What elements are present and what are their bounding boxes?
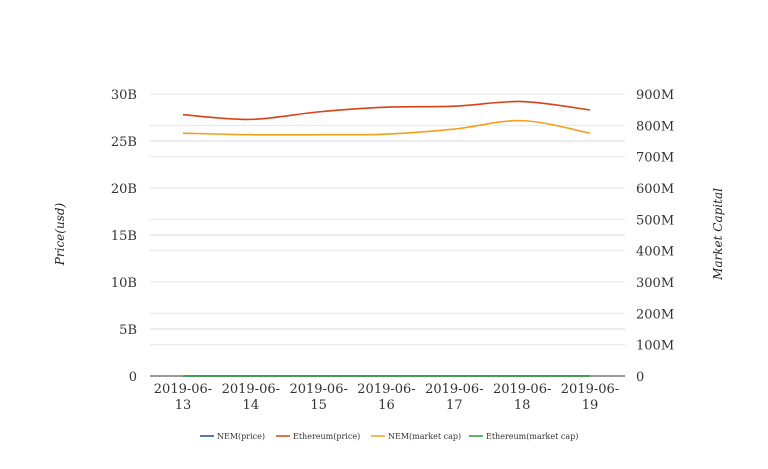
legend-label: Ethereum(price) [293, 432, 360, 441]
x-tick-label: 2019-06-15 [289, 382, 347, 413]
series-line-ethereum-price [182, 100, 591, 121]
left-y-axis-ticks: 0 5B 10B 15B 20B 25B 30B [111, 88, 137, 385]
right-y-tick-label: 400M [636, 245, 674, 260]
x-tick-label: 2019-06-18 [493, 382, 551, 413]
left-y-tick-label: 20B [111, 182, 137, 197]
right-y-tick-label: 800M [636, 119, 674, 134]
x-tick-label: 2019-06-14 [222, 382, 280, 413]
x-tick-label: 2019-06-17 [425, 382, 483, 413]
right-y-axis-title: Market Capital [711, 188, 725, 281]
x-tick-label: 2019-06-13 [154, 382, 212, 413]
x-tick-label: 2019-06-16 [357, 382, 415, 413]
legend-label: NEM(market cap) [388, 432, 461, 441]
right-y-tick-label: 500M [636, 213, 674, 228]
right-y-tick-label: 300M [636, 276, 674, 291]
legend-label: NEM(price) [217, 432, 265, 441]
right-y-tick-label: 700M [636, 151, 674, 166]
x-axis-ticks: 2019-06-13 2019-06-14 2019-06-15 2019-06-16… [154, 382, 619, 413]
left-y-tick-label: 10B [111, 276, 137, 291]
series-lines [182, 100, 591, 377]
left-y-tick-label: 25B [111, 135, 137, 150]
right-y-tick-label: 200M [636, 307, 674, 322]
right-y-tick-label: 900M [636, 88, 674, 103]
left-y-tick-label: 5B [119, 323, 137, 338]
legend: NEM(price) Ethereum(price) NEM(market cap)… [200, 432, 578, 441]
left-y-tick-label: 30B [111, 88, 137, 103]
grid-lines [150, 93, 625, 346]
x-tick-label: 2019-06-19 [561, 382, 619, 413]
left-y-tick-label: 0 [129, 370, 137, 385]
left-y-tick-label: 15B [111, 229, 137, 244]
series-line-nem-market-cap [182, 119, 591, 136]
right-y-tick-label: 0 [636, 370, 644, 385]
right-y-axis-ticks: 0 100M 200M 300M 400M 500M 600M 700M 800M 900M [636, 88, 674, 385]
left-y-axis-title: Price(usd) [53, 202, 67, 266]
right-y-tick-label: 600M [636, 182, 674, 197]
right-y-tick-label: 100M [636, 339, 674, 354]
legend-label: Ethereum(market cap) [486, 432, 578, 441]
